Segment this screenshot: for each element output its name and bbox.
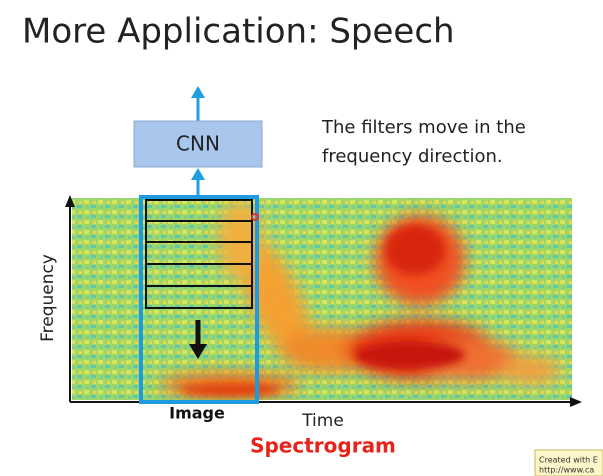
watermark-line: Created with E [539, 456, 598, 465]
y-axis-label: Frequency [38, 254, 58, 342]
move-arrowhead [189, 344, 207, 359]
caption: Spectrogram [250, 434, 396, 458]
cnn-box [133, 120, 263, 168]
slide-title: More Application: Speech [22, 12, 455, 52]
y-axis-arrowhead [65, 195, 75, 207]
image-frame [139, 195, 259, 404]
x-axis-arrowhead [570, 397, 582, 407]
watermark-line: http://www.ca [539, 466, 594, 475]
pointer-dot [251, 213, 259, 221]
note-line: frequency direction. [322, 146, 503, 167]
note-line: The filters move in the [321, 117, 526, 138]
x-axis-label: Time [301, 411, 344, 431]
input-arrowhead [191, 168, 205, 180]
filter-grid [145, 199, 253, 309]
watermark-box [534, 449, 603, 476]
output-arrowhead [191, 86, 205, 98]
image-label: Image [169, 404, 225, 423]
cnn-label: CNN [176, 132, 220, 156]
spectrogram-image [72, 198, 572, 400]
